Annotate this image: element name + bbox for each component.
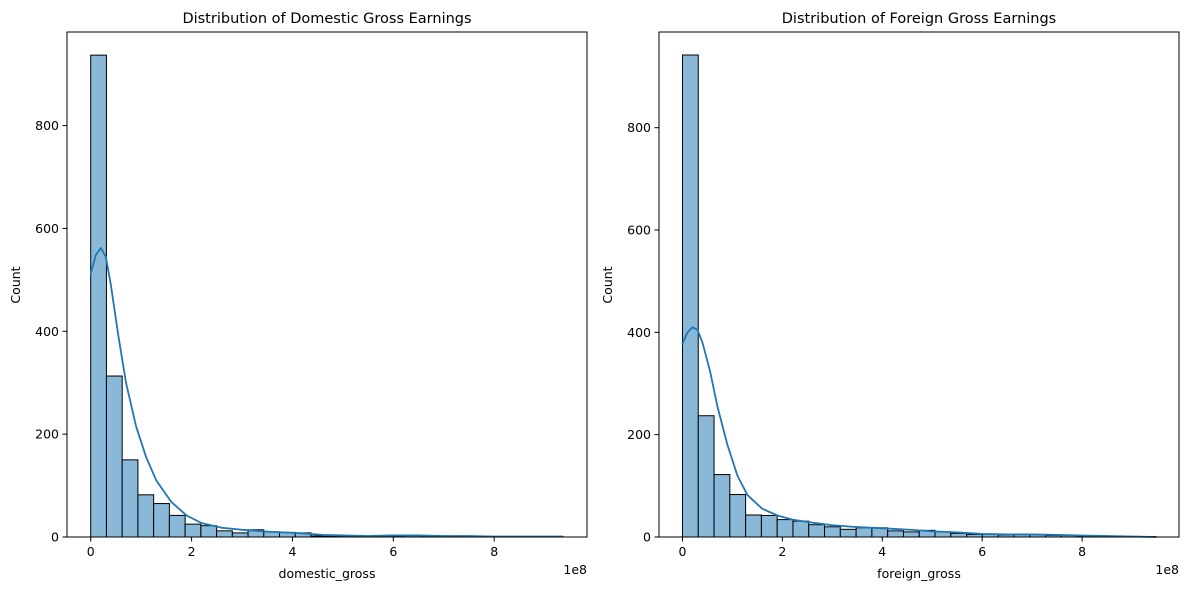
histogram-bar [697, 415, 715, 538]
histogram-bar [121, 459, 139, 538]
x-tick-label: 0 [679, 544, 687, 559]
axes-frame [66, 31, 588, 538]
x-tick-label: 4 [288, 544, 296, 559]
axes-frame [658, 31, 1180, 538]
histogram-bar [200, 525, 218, 538]
histogram-bar [729, 494, 747, 538]
x-tick-label: 8 [490, 544, 498, 559]
x-tick-label: 0 [87, 544, 95, 559]
histogram-bar [168, 514, 186, 538]
y-tick-label: 400 [35, 324, 59, 339]
histogram-bar [792, 520, 810, 538]
y-tick-label: 0 [643, 530, 651, 545]
y-axis-label: Count [600, 266, 615, 303]
plot-area: 0 2 4 6 8 0 200 400 600 800 [627, 31, 1180, 559]
y-tick-label: 800 [627, 120, 651, 135]
histogram-bar [231, 532, 249, 538]
histogram-bar [745, 514, 762, 538]
histogram-bar [950, 532, 968, 538]
x-axis-label: foreign_gross [877, 566, 961, 581]
x-tick-label: 2 [188, 544, 196, 559]
histogram-bar [105, 375, 123, 538]
x-tick-label: 6 [389, 544, 397, 559]
histogram-bar [839, 528, 857, 538]
histogram-bar [776, 519, 794, 538]
x-tick-label: 2 [778, 544, 786, 559]
domestic-gross-histogram: 0 2 4 6 8 0 200 400 600 800 Distribution of Domest… [8, 11, 588, 581]
x-axis-offset-label: 1e8 [563, 562, 587, 577]
y-tick-label: 600 [627, 223, 651, 238]
chart-title: Distribution of Domestic Gross Earnings [182, 11, 471, 27]
histogram-bar [137, 494, 155, 538]
kde-line [681, 326, 1157, 538]
x-axis-label: domestic_gross [279, 566, 376, 581]
y-axis-label: Count [8, 266, 23, 303]
chart-title: Distribution of Foreign Gross Earnings [782, 11, 1056, 27]
foreign-gross-histogram: 0 2 4 6 8 0 200 400 600 800 Distribution of Foreig… [600, 11, 1180, 581]
histogram-bar [760, 515, 778, 538]
y-tick-label: 200 [35, 427, 59, 442]
histogram-bar [887, 530, 904, 538]
histogram-bar [808, 524, 826, 538]
x-tick-label: 8 [1078, 544, 1086, 559]
x-tick-label: 4 [878, 544, 886, 559]
plot-area: 0 2 4 6 8 0 200 400 600 800 [35, 31, 588, 559]
x-axis-offset-label: 1e8 [1155, 562, 1179, 577]
y-tick-label: 600 [35, 221, 59, 236]
y-tick-label: 0 [51, 530, 59, 545]
histogram-bar [184, 523, 202, 538]
y-tick-label: 400 [627, 325, 651, 340]
histogram-bar [902, 531, 920, 538]
histogram-bar [90, 54, 107, 538]
histogram-bar [153, 503, 170, 538]
histogram-bar [824, 526, 841, 538]
x-tick-label: 6 [978, 544, 986, 559]
histogram-bar [855, 527, 873, 538]
kde-line [89, 247, 564, 538]
y-tick-label: 200 [627, 427, 651, 442]
histogram-bar [216, 530, 233, 538]
histogram-bar [681, 54, 699, 538]
y-tick-label: 800 [35, 118, 59, 133]
histogram-bar [713, 474, 731, 538]
